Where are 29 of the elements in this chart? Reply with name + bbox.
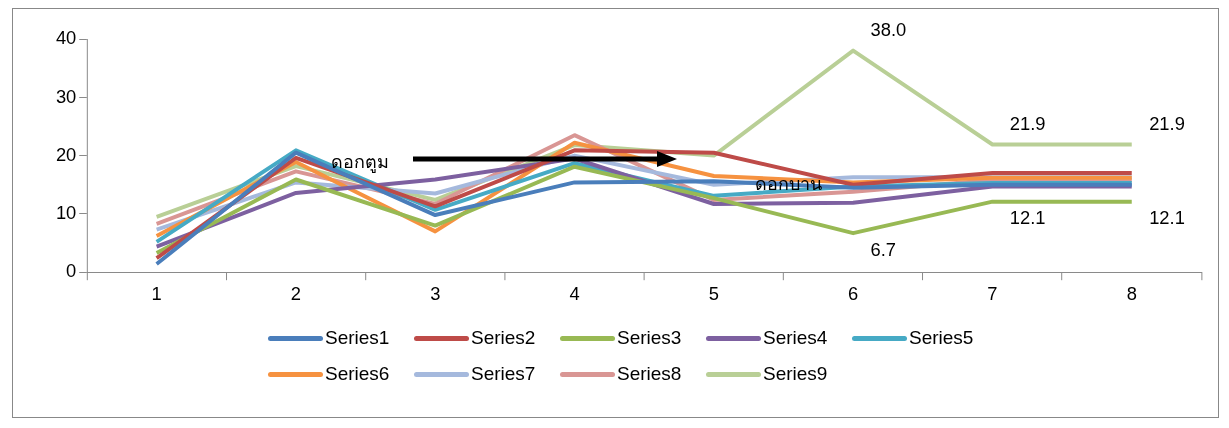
legend-label: Series2 xyxy=(471,327,536,349)
data-label: 6.7 xyxy=(870,238,897,260)
legend-label: Series7 xyxy=(471,363,536,385)
legend-label: Series9 xyxy=(763,363,828,385)
x-tick-label: 4 xyxy=(569,282,580,304)
legend-label: Series5 xyxy=(909,327,974,349)
legend-label: Series3 xyxy=(617,327,682,349)
x-tick-label: 6 xyxy=(848,282,859,304)
legend-label: Series4 xyxy=(763,327,828,349)
legend-label: Series1 xyxy=(325,327,390,349)
y-tick-label: 10 xyxy=(55,201,77,224)
y-tick-label: 0 xyxy=(66,260,77,282)
x-tick-label: 8 xyxy=(1126,282,1137,304)
x-tick-label: 1 xyxy=(151,282,162,304)
x-tick-label: 5 xyxy=(708,282,719,304)
y-tick-label: 20 xyxy=(55,143,77,165)
legend-label: Series8 xyxy=(617,363,682,385)
x-tick-label: 2 xyxy=(290,282,302,304)
x-tick-label: 3 xyxy=(430,282,441,304)
y-tick-label: 30 xyxy=(55,85,77,107)
data-label: 21.9 xyxy=(1149,112,1185,135)
data-label: 21.9 xyxy=(1009,112,1046,135)
legend-label: Series6 xyxy=(325,363,390,385)
annotation: ดอกตูม xyxy=(331,151,389,175)
data-label: 12.1 xyxy=(1009,207,1046,229)
y-tick-label: 40 xyxy=(55,26,77,49)
data-label: 38.0 xyxy=(870,19,907,41)
x-tick-label: 7 xyxy=(987,282,998,304)
data-label: 12.1 xyxy=(1149,207,1185,229)
